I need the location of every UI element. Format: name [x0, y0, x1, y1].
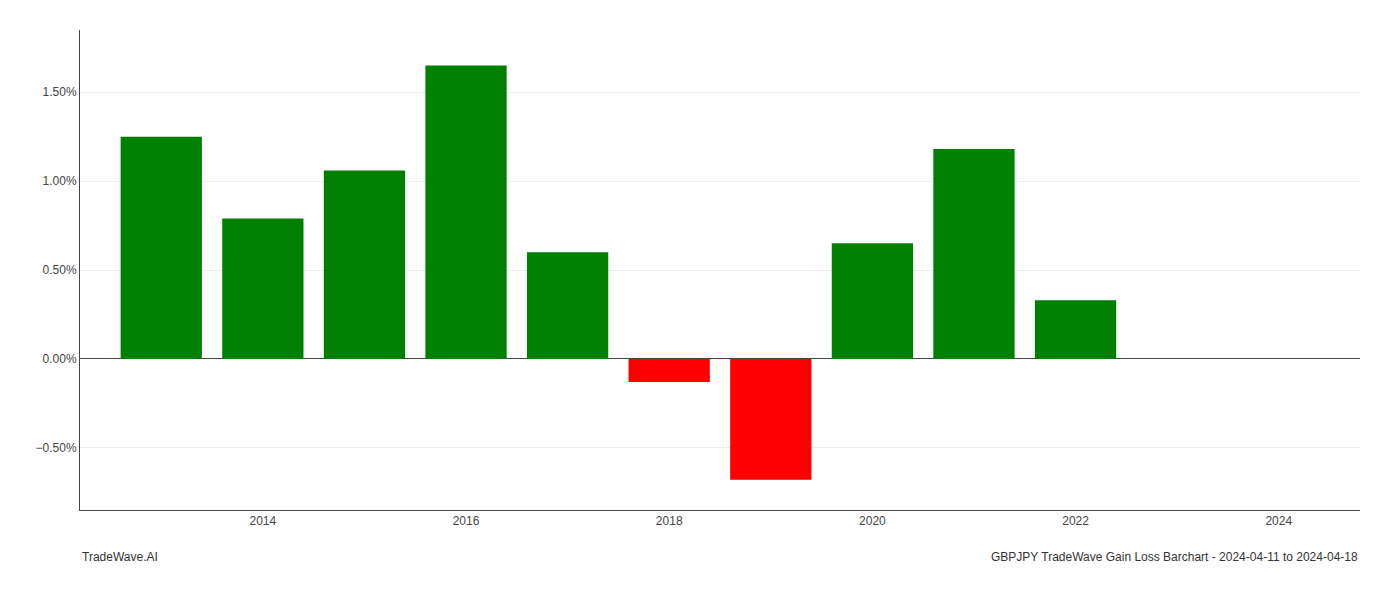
svg-text:GBPJPY TradeWave Gain Loss Bar: GBPJPY TradeWave Gain Loss Barchart - 20… — [991, 550, 1358, 564]
svg-text:2014: 2014 — [250, 514, 277, 528]
svg-text:0.50%: 0.50% — [43, 263, 77, 277]
svg-text:TradeWave.AI: TradeWave.AI — [82, 550, 158, 564]
svg-text:2022: 2022 — [1062, 514, 1089, 528]
svg-text:−0.50%: −0.50% — [36, 441, 77, 455]
svg-text:2020: 2020 — [859, 514, 886, 528]
svg-text:2016: 2016 — [453, 514, 480, 528]
svg-text:0.00%: 0.00% — [43, 352, 77, 366]
svg-text:1.50%: 1.50% — [43, 85, 77, 99]
svg-text:2024: 2024 — [1265, 514, 1292, 528]
svg-text:2018: 2018 — [656, 514, 683, 528]
svg-text:1.00%: 1.00% — [43, 174, 77, 188]
